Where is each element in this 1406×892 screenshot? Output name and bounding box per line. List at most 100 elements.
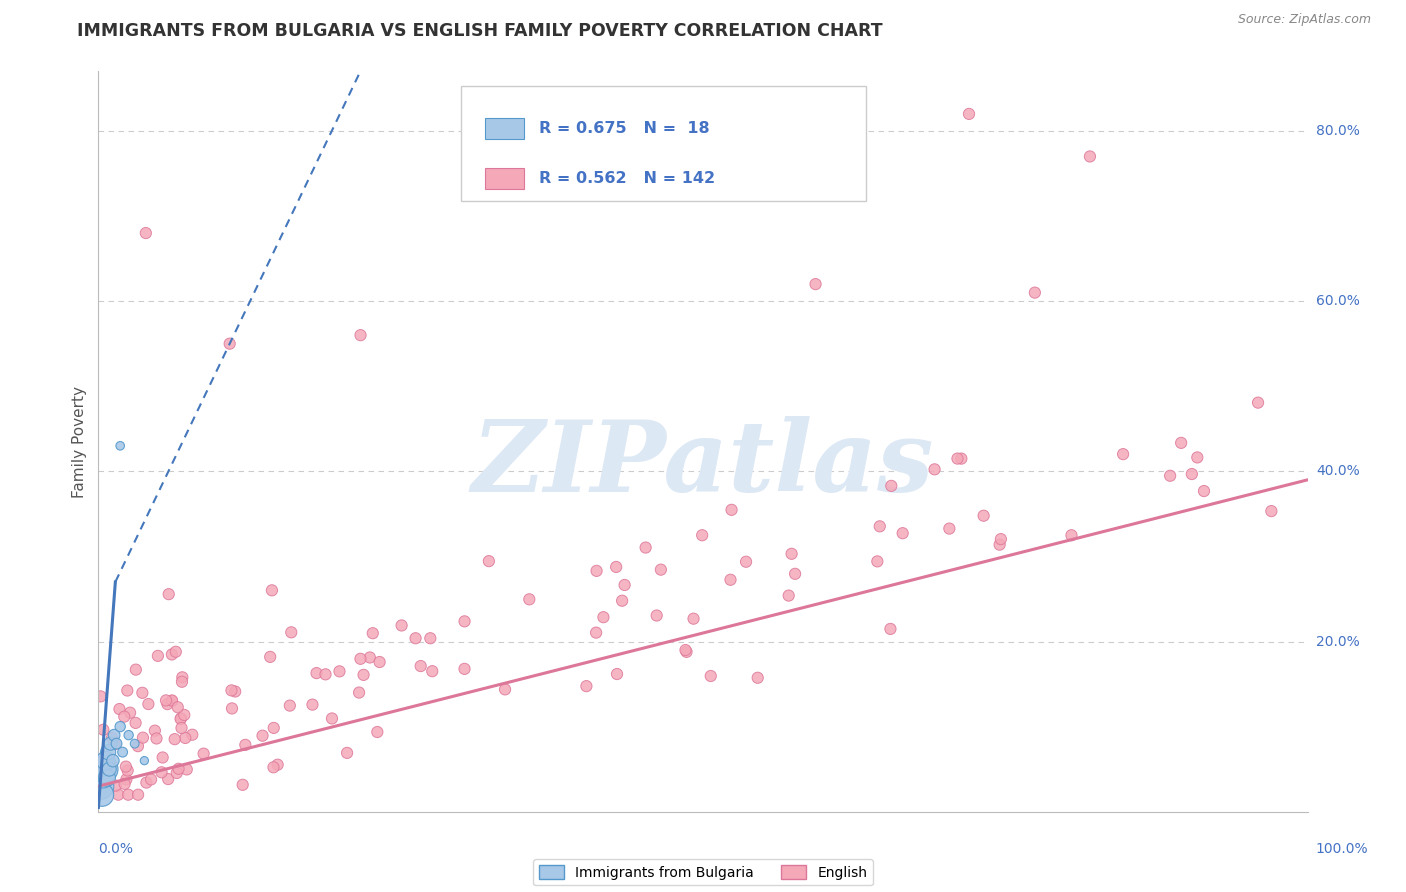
Point	[735, 555, 758, 569]
Point	[301, 698, 323, 712]
Point	[170, 721, 193, 735]
Point	[193, 747, 215, 761]
Point	[181, 728, 204, 742]
Point	[1112, 447, 1135, 461]
Point	[259, 649, 281, 664]
Point	[1170, 435, 1192, 450]
Point	[368, 655, 391, 669]
Point	[575, 679, 598, 693]
Point	[359, 650, 381, 665]
Point	[1159, 468, 1181, 483]
Point	[124, 715, 146, 730]
Point	[366, 725, 388, 739]
FancyBboxPatch shape	[461, 87, 866, 201]
Point	[172, 670, 194, 684]
Point	[112, 709, 135, 723]
Text: IMMIGRANTS FROM BULGARIA VS ENGLISH FAMILY POVERTY CORRELATION CHART: IMMIGRANTS FROM BULGARIA VS ENGLISH FAMI…	[77, 22, 883, 40]
Point	[138, 697, 160, 711]
Point	[108, 720, 131, 734]
Point	[157, 587, 180, 601]
Point	[420, 664, 443, 678]
Point	[278, 698, 301, 713]
Text: R = 0.675   N =  18: R = 0.675 N = 18	[538, 121, 709, 136]
Point	[176, 763, 198, 777]
Point	[585, 564, 607, 578]
Point	[104, 737, 127, 751]
Point	[170, 711, 193, 725]
Point	[675, 645, 697, 659]
Point	[97, 745, 120, 759]
Point	[880, 479, 903, 493]
Point	[1078, 149, 1101, 163]
Point	[120, 706, 142, 720]
Point	[135, 226, 157, 240]
Point	[105, 737, 128, 751]
Point	[139, 772, 162, 787]
Point	[94, 758, 117, 772]
Point	[336, 746, 359, 760]
Point	[91, 771, 114, 785]
Text: 0.0%: 0.0%	[98, 842, 134, 856]
Point	[453, 615, 475, 629]
Point	[315, 667, 337, 681]
Point	[585, 625, 607, 640]
Point	[690, 528, 713, 542]
Point	[163, 732, 186, 747]
Point	[409, 659, 432, 673]
Point	[108, 702, 131, 716]
Text: Source: ZipAtlas.com: Source: ZipAtlas.com	[1237, 13, 1371, 27]
Point	[118, 728, 141, 742]
Point	[167, 762, 190, 776]
Point	[891, 526, 914, 541]
Point	[1060, 528, 1083, 542]
Point	[100, 757, 122, 772]
Point	[924, 462, 946, 476]
Point	[224, 684, 246, 698]
Point	[263, 760, 285, 774]
Text: 20.0%: 20.0%	[1316, 634, 1360, 648]
Point	[266, 757, 288, 772]
Point	[135, 775, 157, 789]
Point	[114, 777, 136, 791]
Text: ZIPatlas: ZIPatlas	[472, 416, 934, 512]
Point	[146, 648, 169, 663]
Point	[280, 625, 302, 640]
Point	[170, 674, 193, 689]
Point	[165, 645, 187, 659]
Point	[108, 439, 131, 453]
Point	[347, 685, 370, 699]
Point	[166, 766, 188, 780]
Point	[405, 632, 427, 646]
Point	[232, 778, 254, 792]
Point	[988, 538, 1011, 552]
Point	[494, 682, 516, 697]
Point	[700, 669, 723, 683]
Point	[124, 737, 146, 751]
Point	[682, 612, 704, 626]
Point	[115, 759, 138, 773]
Point	[152, 750, 174, 764]
Point	[804, 277, 827, 292]
Point	[478, 554, 501, 568]
Point	[91, 759, 114, 773]
Point	[778, 589, 800, 603]
Point	[117, 788, 139, 802]
Point	[517, 592, 540, 607]
Point	[125, 663, 148, 677]
Point	[150, 765, 173, 780]
Point	[634, 541, 657, 555]
Point	[174, 731, 197, 745]
Point	[160, 648, 183, 662]
Point	[747, 671, 769, 685]
Point	[260, 583, 283, 598]
Text: 80.0%: 80.0%	[1316, 124, 1360, 138]
Point	[321, 711, 343, 725]
Point	[218, 336, 240, 351]
Point	[592, 610, 614, 624]
Text: R = 0.562   N = 142: R = 0.562 N = 142	[538, 170, 714, 186]
Point	[134, 754, 156, 768]
Point	[263, 721, 285, 735]
Point	[94, 754, 117, 768]
FancyBboxPatch shape	[485, 118, 524, 139]
Point	[453, 662, 475, 676]
